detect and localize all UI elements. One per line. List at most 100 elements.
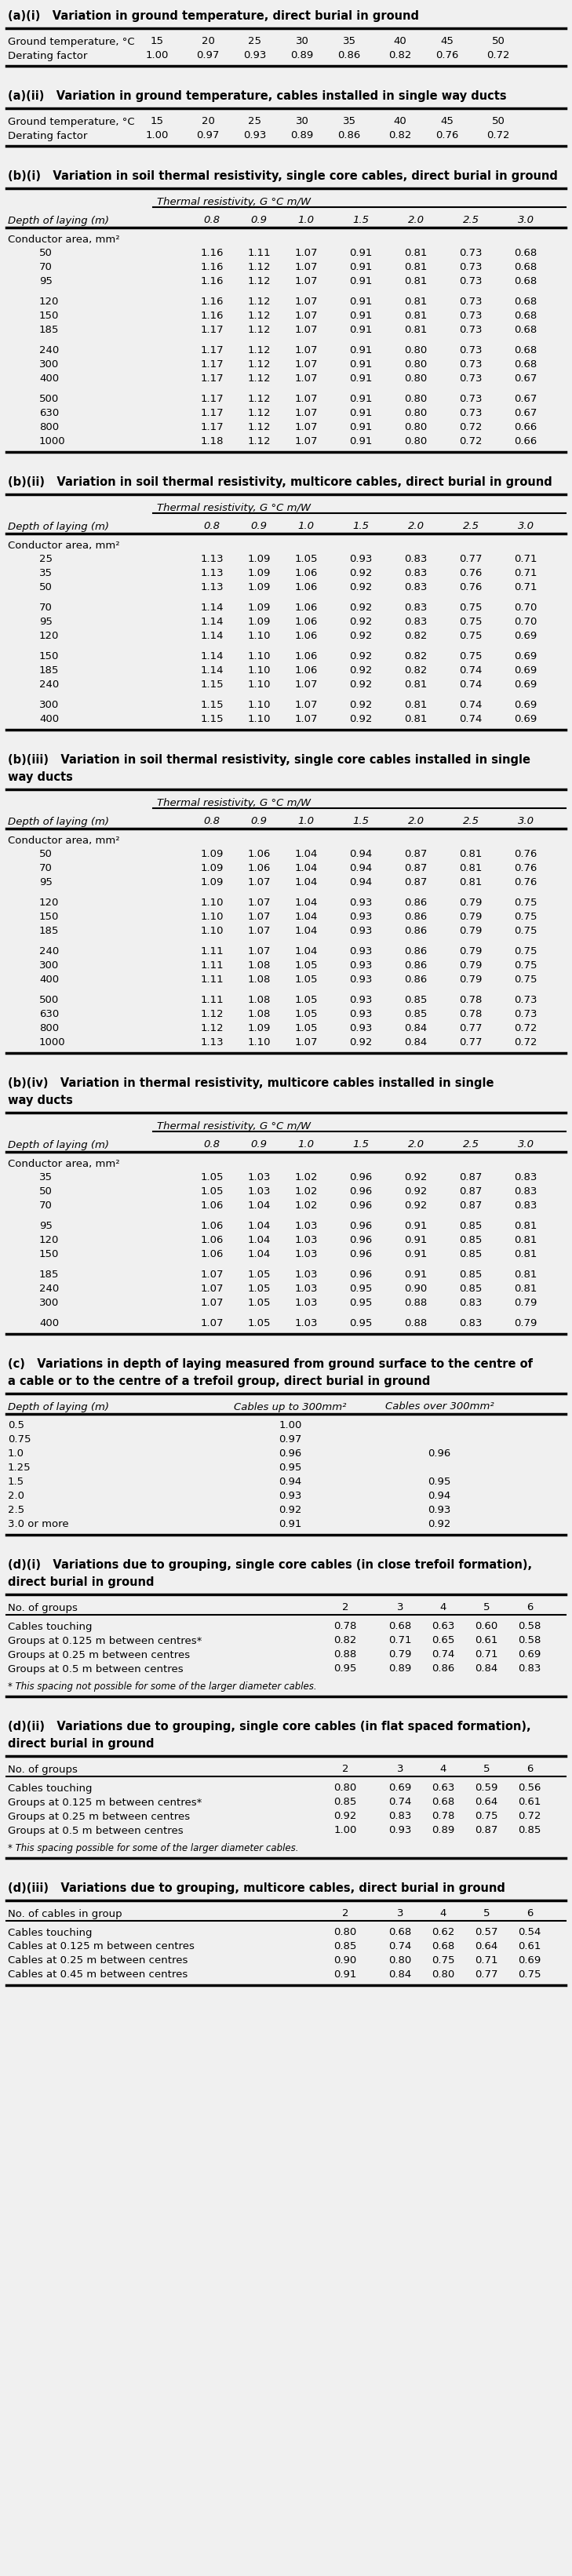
Text: 50: 50 — [39, 582, 53, 592]
Text: 1.07: 1.07 — [247, 899, 271, 909]
Text: 0.82: 0.82 — [404, 652, 427, 662]
Text: 0.92: 0.92 — [349, 1038, 372, 1048]
Text: 1.03: 1.03 — [295, 1236, 317, 1247]
Text: 95: 95 — [39, 1221, 53, 1231]
Text: 0.94: 0.94 — [349, 850, 372, 860]
Text: 500: 500 — [39, 994, 59, 1005]
Text: 150: 150 — [39, 312, 59, 322]
Text: 0.66: 0.66 — [514, 422, 537, 433]
Text: No. of cables in group: No. of cables in group — [8, 1909, 122, 1919]
Text: 1.10: 1.10 — [247, 680, 271, 690]
Text: 1.04: 1.04 — [295, 945, 317, 956]
Text: (d)(iii)   Variations due to grouping, multicore cables, direct burial in ground: (d)(iii) Variations due to grouping, mul… — [8, 1883, 505, 1893]
Text: 0.68: 0.68 — [514, 247, 537, 258]
Text: 6: 6 — [526, 1909, 533, 1919]
Text: 0.78: 0.78 — [459, 1010, 482, 1020]
Text: 300: 300 — [39, 361, 59, 371]
Text: 1.17: 1.17 — [200, 394, 224, 404]
Text: 0.68: 0.68 — [389, 1927, 412, 1937]
Text: 70: 70 — [39, 263, 53, 273]
Text: 0.9: 0.9 — [251, 216, 267, 227]
Text: 4: 4 — [440, 1602, 447, 1613]
Text: 5: 5 — [483, 1602, 490, 1613]
Text: 1.0: 1.0 — [298, 817, 314, 827]
Text: 0.75: 0.75 — [459, 603, 482, 613]
Text: 0.91: 0.91 — [333, 1971, 357, 1981]
Text: 1.05: 1.05 — [295, 1010, 317, 1020]
Text: 0.8: 0.8 — [204, 1139, 220, 1149]
Text: 1.5: 1.5 — [353, 520, 369, 531]
Text: 0.80: 0.80 — [404, 374, 427, 384]
Text: 0.57: 0.57 — [475, 1927, 498, 1937]
Text: 0.79: 0.79 — [514, 1319, 537, 1329]
Text: 1.09: 1.09 — [248, 618, 271, 629]
Text: 0.81: 0.81 — [404, 701, 427, 711]
Text: 0.69: 0.69 — [514, 701, 537, 711]
Text: 1.17: 1.17 — [200, 410, 224, 420]
Text: 95: 95 — [39, 276, 53, 286]
Text: 0.81: 0.81 — [514, 1221, 537, 1231]
Text: 0.86: 0.86 — [404, 945, 427, 956]
Text: 0.74: 0.74 — [459, 665, 482, 675]
Text: 1.07: 1.07 — [295, 312, 317, 322]
Text: 1.04: 1.04 — [248, 1249, 271, 1260]
Text: 0.96: 0.96 — [349, 1221, 372, 1231]
Text: 0.76: 0.76 — [459, 582, 482, 592]
Text: 0.91: 0.91 — [349, 247, 372, 258]
Text: 185: 185 — [39, 325, 59, 335]
Text: 0.61: 0.61 — [518, 1942, 541, 1953]
Text: 1.09: 1.09 — [248, 582, 271, 592]
Text: 1.07: 1.07 — [247, 912, 271, 922]
Text: 0.88: 0.88 — [404, 1319, 427, 1329]
Text: 0.96: 0.96 — [349, 1172, 372, 1182]
Text: 2.0: 2.0 — [408, 216, 424, 227]
Text: 0.69: 0.69 — [514, 631, 537, 641]
Text: 1.13: 1.13 — [200, 569, 224, 580]
Text: 0.94: 0.94 — [349, 863, 372, 873]
Text: 0.83: 0.83 — [514, 1172, 537, 1182]
Text: Cables at 0.45 m between centres: Cables at 0.45 m between centres — [8, 1971, 188, 1981]
Text: a cable or to the centre of a trefoil group, direct burial in ground: a cable or to the centre of a trefoil gr… — [8, 1376, 430, 1388]
Text: Thermal resistivity, G °C m/W: Thermal resistivity, G °C m/W — [157, 502, 311, 513]
Text: 1.12: 1.12 — [247, 263, 271, 273]
Text: 2: 2 — [342, 1765, 348, 1775]
Text: 0.89: 0.89 — [291, 52, 313, 62]
Text: 0.89: 0.89 — [432, 1826, 455, 1837]
Text: (a)(i)   Variation in ground temperature, direct burial in ground: (a)(i) Variation in ground temperature, … — [8, 10, 419, 23]
Text: 0.69: 0.69 — [518, 1649, 541, 1659]
Text: 0.92: 0.92 — [349, 569, 372, 580]
Text: Groups at 0.25 m between centres: Groups at 0.25 m between centres — [8, 1811, 190, 1821]
Text: 1.0: 1.0 — [8, 1448, 25, 1458]
Text: 25: 25 — [248, 36, 261, 46]
Text: 0.96: 0.96 — [279, 1448, 302, 1458]
Text: 0.81: 0.81 — [459, 878, 482, 889]
Text: 40: 40 — [394, 36, 407, 46]
Text: 0.93: 0.93 — [349, 1010, 372, 1020]
Text: 35: 35 — [343, 36, 356, 46]
Text: 0.68: 0.68 — [514, 263, 537, 273]
Text: 240: 240 — [39, 680, 59, 690]
Text: 0.85: 0.85 — [333, 1798, 357, 1808]
Text: 0.86: 0.86 — [337, 131, 360, 142]
Text: 1.12: 1.12 — [247, 296, 271, 307]
Text: 1.10: 1.10 — [247, 714, 271, 724]
Text: 1.12: 1.12 — [247, 276, 271, 286]
Text: 0.76: 0.76 — [436, 131, 459, 142]
Text: 0.80: 0.80 — [404, 394, 427, 404]
Text: 1.07: 1.07 — [247, 945, 271, 956]
Text: 0.91: 0.91 — [279, 1520, 302, 1530]
Text: 1.05: 1.05 — [247, 1319, 271, 1329]
Text: 120: 120 — [39, 899, 59, 909]
Text: 1.06: 1.06 — [295, 603, 317, 613]
Text: Conductor area, mm²: Conductor area, mm² — [8, 541, 120, 551]
Text: 0.92: 0.92 — [349, 618, 372, 629]
Text: 0.9: 0.9 — [251, 520, 267, 531]
Text: 1.10: 1.10 — [247, 665, 271, 675]
Text: 0.75: 0.75 — [514, 899, 537, 909]
Text: 0.82: 0.82 — [388, 52, 412, 62]
Text: 0.91: 0.91 — [404, 1270, 427, 1280]
Text: 0.97: 0.97 — [196, 131, 220, 142]
Text: 0.93: 0.93 — [388, 1826, 412, 1837]
Text: 1.06: 1.06 — [295, 618, 317, 629]
Text: 30: 30 — [296, 116, 309, 126]
